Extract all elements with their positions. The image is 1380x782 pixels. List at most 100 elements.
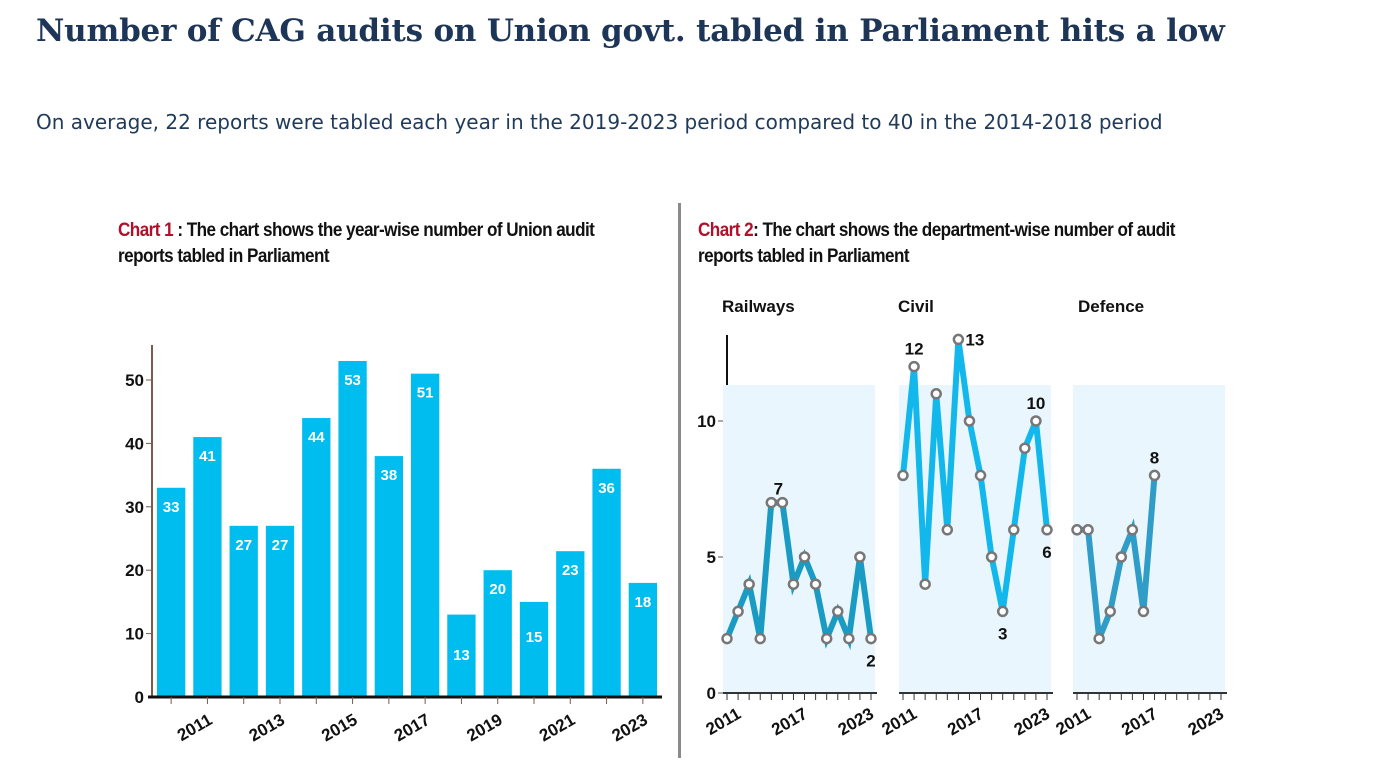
chart-2-point-marker — [1115, 551, 1128, 563]
chart-1-y-tick-label: 10 — [125, 625, 144, 644]
chart-1-bar — [338, 360, 367, 697]
chart-2-point-marker — [832, 605, 844, 618]
chart-1-y-tick-label: 20 — [125, 561, 144, 580]
page-subtitle: On average, 22 reports were tabled each … — [36, 110, 1163, 134]
chart-1-bar — [229, 525, 258, 697]
chart-2-point-marker — [919, 578, 931, 590]
chart-2-panel-background — [723, 385, 875, 693]
chart-2-point-marker — [1008, 524, 1020, 536]
chart-1-bar-label: 15 — [526, 629, 543, 646]
chart-2-point-marker — [1137, 605, 1150, 618]
chart-2-point-marker — [732, 605, 744, 618]
chart-1-bar — [156, 487, 186, 697]
chart-2-point-marker — [776, 496, 789, 509]
chart-1-bar — [193, 437, 222, 697]
chart-2-point-marker — [974, 469, 987, 482]
chart-2-panel-title: Civil — [898, 297, 934, 316]
chart-2-point-marker — [721, 632, 733, 645]
chart-1-bar-label: 33 — [163, 499, 180, 516]
chart-2-point-marker — [754, 632, 766, 645]
chart-1-bar-label: 20 — [489, 581, 506, 598]
chart-2-point-marker — [865, 632, 877, 645]
chart-1-bar — [483, 570, 512, 697]
chart-1-caption-text: : The chart shows the year-wise number o… — [118, 220, 595, 267]
chart-2-point-marker — [1041, 524, 1053, 536]
chart-2-point-marker — [1071, 524, 1083, 536]
chart-2-point-label: 3 — [998, 624, 1007, 643]
chart-2-point-marker — [743, 578, 755, 590]
chart-2-x-tick-label: 2023 — [1185, 704, 1227, 739]
chart-2-point-marker — [1030, 415, 1042, 427]
chart-2-point-marker — [897, 469, 909, 482]
chart-2-point-marker — [809, 578, 822, 590]
chart-2-caption: Chart 2: The chart shows the department-… — [698, 218, 1202, 270]
chart-2-x-tick-label: 2017 — [768, 704, 810, 739]
chart-2-x-tick-label: 2023 — [1011, 704, 1053, 739]
chart-2-point-marker — [941, 524, 954, 536]
chart-1-bar-label: 38 — [381, 467, 398, 484]
chart-2-caption-label: Chart 2 — [698, 220, 754, 241]
chart-1-bar — [410, 373, 440, 697]
chart-2-point-marker — [798, 551, 811, 563]
chart-1-bar — [628, 582, 658, 697]
chart-2-point-marker — [1104, 605, 1116, 618]
chart-1-y-tick-label: 50 — [125, 371, 144, 390]
chart-2-x-tick-label: 2017 — [944, 704, 986, 739]
chart-2-point-label: 10 — [1026, 394, 1045, 413]
chart-1-bar-label: 27 — [235, 537, 252, 554]
chart-2-point-marker — [1082, 524, 1094, 536]
chart-2-series-line — [900, 338, 1050, 612]
chart-2-point-marker — [985, 551, 998, 563]
chart-2-series-line — [1077, 475, 1158, 640]
chart-2-point-marker — [908, 360, 920, 373]
chart-1-bar — [447, 614, 476, 697]
chart-2-y-tick-label: 5 — [707, 548, 716, 567]
chart-2-panel-title: Defence — [1078, 297, 1144, 316]
chart-2-point-marker — [952, 333, 965, 346]
chart-1-bar-label: 36 — [598, 480, 615, 497]
chart-2-x-tick-label: 2023 — [835, 704, 877, 739]
chart-1-bar — [519, 601, 549, 697]
chart-2-point-marker — [996, 605, 1009, 618]
chart-1-y-tick-label: 30 — [125, 498, 144, 517]
chart-1-caption: Chart 1 : The chart shows the year-wise … — [118, 218, 622, 270]
chart-2-point-marker — [787, 578, 800, 590]
page-title: Number of CAG audits on Union govt. tabl… — [36, 13, 1225, 49]
chart-2-y-tick-label: 10 — [697, 412, 716, 431]
chart-1-bar-label: 41 — [199, 448, 216, 465]
chart-1-bar-label: 23 — [562, 562, 579, 579]
chart-1-bar-label: 13 — [453, 647, 470, 664]
chart-2-point-label: 13 — [965, 330, 984, 349]
chart-2-point-marker — [963, 415, 976, 427]
chart-2-point-marker — [843, 632, 855, 645]
chart-2-x-tick-label: 2011 — [1053, 704, 1094, 739]
chart-1-bar — [592, 468, 621, 697]
chart-2-point-marker — [930, 388, 942, 400]
chart-1-y-tick-label: 40 — [125, 434, 144, 453]
chart-2-x-tick-label: 2011 — [703, 704, 744, 739]
chart-1-bar-label: 18 — [635, 594, 652, 611]
chart-2-point-marker — [1148, 469, 1161, 482]
chart-2-point-marker — [1019, 442, 1031, 454]
chart-1-bar — [374, 456, 404, 697]
chart-1-bar-label: 27 — [272, 537, 289, 554]
chart-1-bar — [265, 525, 295, 697]
chart-2-point-marker — [1126, 524, 1139, 536]
chart-2-y-tick-label: 0 — [707, 684, 716, 703]
chart-2-point-marker — [820, 632, 833, 645]
chart-1-bar — [556, 551, 585, 697]
chart-2-point-label: 8 — [1150, 448, 1159, 467]
chart-1-bar-label: 44 — [308, 429, 325, 446]
chart-2-point-marker — [765, 496, 778, 509]
chart-1-bar — [302, 418, 331, 697]
chart-2-point-label: 6 — [1042, 543, 1051, 562]
chart-2-point-label: 12 — [905, 340, 924, 359]
chart-2-point-marker — [854, 551, 866, 563]
chart-2-panel-title: Railways — [722, 297, 795, 316]
chart-2-point-label: 2 — [866, 652, 875, 671]
chart-2-point-label: 7 — [774, 480, 783, 499]
chart-2-point-marker — [1093, 632, 1105, 645]
chart-1-bar-label: 51 — [417, 385, 434, 402]
